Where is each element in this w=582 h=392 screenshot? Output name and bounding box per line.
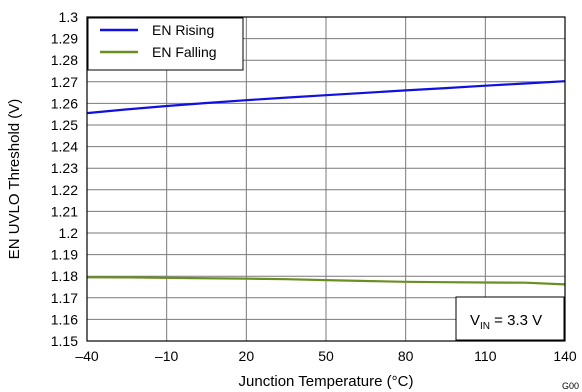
y-tick-label: 1.15 bbox=[51, 333, 78, 349]
y-tick-label: 1.26 bbox=[51, 95, 78, 111]
series-line-en-falling bbox=[86, 276, 566, 286]
x-tick-label: 20 bbox=[239, 348, 255, 364]
figure-code: G00 bbox=[562, 381, 579, 391]
y-tick-label: 1.29 bbox=[51, 31, 78, 47]
y-tick-label: 1.18 bbox=[51, 268, 78, 284]
y-tick-label: 1.19 bbox=[51, 247, 78, 263]
y-tick-label: 1.28 bbox=[51, 52, 78, 68]
series-lines bbox=[86, 80, 566, 286]
y-tick-label: 1.17 bbox=[51, 290, 78, 306]
y-tick-label: 1.27 bbox=[51, 74, 78, 90]
x-tick-label: 110 bbox=[474, 348, 497, 364]
vin-annotation-box bbox=[455, 296, 565, 341]
x-axis-title: Junction Temperature (°C) bbox=[239, 373, 414, 390]
vin-annotation-text: VIN = 3.3 V bbox=[470, 312, 542, 332]
plot-frame bbox=[86, 16, 566, 342]
y-tick-label: 1.16 bbox=[51, 311, 78, 327]
y-tick-label: 1.3 bbox=[59, 9, 79, 25]
y-tick-label: 1.22 bbox=[51, 182, 78, 198]
x-tick-label: –10 bbox=[155, 348, 179, 364]
grid-lines bbox=[87, 17, 565, 341]
x-tick-label: –40 bbox=[75, 348, 99, 364]
x-tick-label: 80 bbox=[398, 348, 414, 364]
legend-label-en-rising: EN Rising bbox=[152, 22, 214, 38]
series-line-en-rising bbox=[86, 80, 566, 115]
vin-annotation: VIN = 3.3 V bbox=[455, 296, 565, 341]
y-tick-label: 1.23 bbox=[51, 160, 78, 176]
y-tick-label: 1.25 bbox=[51, 117, 78, 133]
legend-box bbox=[87, 17, 244, 71]
legend: EN Rising EN Falling bbox=[87, 17, 244, 71]
y-axis-title: EN UVLO Threshold (V) bbox=[6, 99, 23, 260]
x-tick-label: 140 bbox=[553, 348, 577, 364]
y-tick-label: 1.2 bbox=[59, 225, 79, 241]
y-tick-label: 1.24 bbox=[51, 139, 78, 155]
tick-labels: –40 –10 20 50 80 110 140 1.15 1.16 1.17 1.18 1.19 1.… bbox=[51, 9, 577, 364]
y-tick-label: 1.21 bbox=[51, 203, 78, 219]
legend-label-en-falling: EN Falling bbox=[152, 44, 217, 60]
x-tick-label: 50 bbox=[318, 348, 334, 364]
